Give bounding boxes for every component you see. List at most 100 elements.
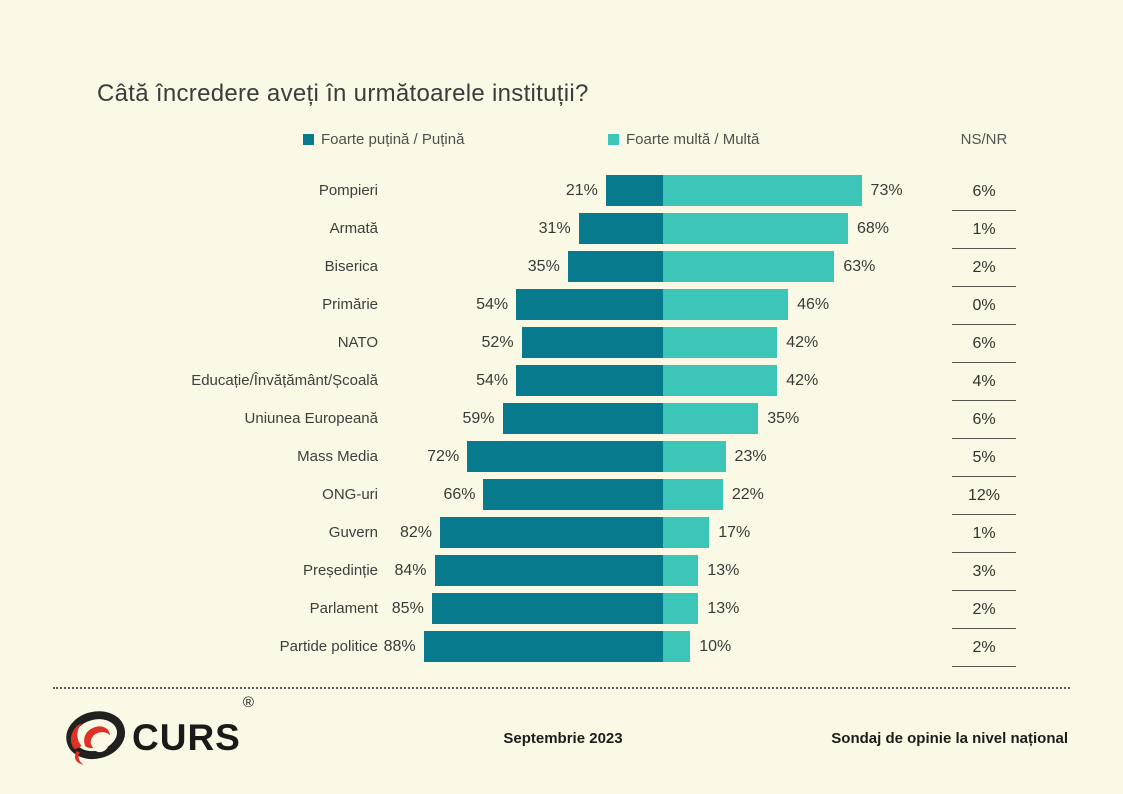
chart-row: Partide politice 88% 10% 2% — [0, 631, 1123, 667]
ns-nr-value: 6% — [952, 325, 1016, 363]
bar-trust — [663, 441, 726, 472]
ns-nr-value: 2% — [952, 591, 1016, 629]
bar-distrust — [423, 631, 663, 662]
ns-nr-value: 5% — [952, 439, 1016, 477]
chart-row: Președinție 84% 13% 3% — [0, 555, 1123, 591]
right-value-label: 42% — [786, 372, 819, 389]
chart-row: Armată 31% 68% 1% — [0, 213, 1123, 249]
chart-row: Primărie 54% 46% 0% — [0, 289, 1123, 325]
category-label: Mass Media — [297, 448, 378, 465]
right-value-label: 17% — [718, 524, 751, 541]
chart-row: NATO 52% 42% 6% — [0, 327, 1123, 363]
chart-title: Câtă încredere aveți în următoarele inst… — [97, 80, 589, 107]
registered-mark: ® — [242, 694, 254, 711]
bar-trust — [663, 517, 710, 548]
ns-nr-value: 2% — [952, 249, 1016, 287]
legend-swatch-light-icon — [608, 134, 619, 145]
ns-nr-value: 1% — [952, 515, 1016, 553]
ns-nr-value: 6% — [952, 401, 1016, 439]
bar-distrust — [567, 251, 663, 282]
bar-trust — [663, 175, 862, 206]
category-label: Primărie — [322, 296, 378, 313]
right-value-label: 63% — [843, 258, 876, 275]
dotted-divider — [53, 687, 1070, 689]
bar-trust — [663, 213, 848, 244]
left-value-label: 82% — [399, 524, 432, 541]
legend-item-distrust: Foarte puțină / Puțină — [303, 131, 464, 148]
bar-distrust — [502, 403, 663, 434]
survey-note: Sondaj de opinie la nivel național — [831, 730, 1068, 747]
ns-nr-value: 3% — [952, 553, 1016, 591]
ns-nr-column-header: NS/NR — [960, 131, 1008, 148]
bar-trust — [663, 365, 778, 396]
bar-trust — [663, 289, 789, 320]
bar-distrust — [578, 213, 663, 244]
category-label: Biserica — [324, 258, 378, 275]
ns-nr-value: 0% — [952, 287, 1016, 325]
chart-row: Parlament 85% 13% 2% — [0, 593, 1123, 629]
bar-distrust — [434, 555, 663, 586]
category-label: Armată — [329, 220, 378, 237]
ns-nr-value: 1% — [952, 211, 1016, 249]
right-value-label: 22% — [731, 486, 764, 503]
category-label: Uniunea Europeană — [244, 410, 378, 427]
chart-row: Uniunea Europeană 59% 35% 6% — [0, 403, 1123, 439]
left-value-label: 72% — [427, 448, 460, 465]
chart-row: Guvern 82% 17% 1% — [0, 517, 1123, 553]
bar-trust — [663, 479, 723, 510]
right-value-label: 73% — [870, 182, 903, 199]
bar-distrust — [467, 441, 663, 472]
category-label: Guvern — [328, 524, 378, 541]
bar-trust — [663, 327, 778, 358]
chart-row: Educație/Învățământ/Școală 54% 42% 4% — [0, 365, 1123, 401]
bar-distrust — [521, 327, 663, 358]
bar-distrust — [431, 593, 663, 624]
right-value-label: 68% — [856, 220, 889, 237]
chart-row: Pompieri 21% 73% 6% — [0, 175, 1123, 211]
category-label: ONG-uri — [322, 486, 378, 503]
bar-distrust — [483, 479, 663, 510]
category-label: Președinție — [302, 562, 378, 579]
bar-distrust — [605, 175, 663, 206]
left-value-label: 85% — [391, 600, 424, 617]
category-label: Pompieri — [318, 182, 378, 199]
bar-trust — [663, 403, 759, 434]
chart-row: Biserica 35% 63% 2% — [0, 251, 1123, 287]
ns-nr-value: 4% — [952, 363, 1016, 401]
right-value-label: 13% — [707, 600, 740, 617]
bar-trust — [663, 251, 835, 282]
curs-logo-text: CURS — [132, 717, 241, 758]
left-value-label: 54% — [476, 372, 509, 389]
category-label: Parlament — [309, 600, 378, 617]
bar-distrust — [439, 517, 663, 548]
right-value-label: 46% — [797, 296, 830, 313]
right-value-label: 23% — [734, 448, 767, 465]
survey-date: Septembrie 2023 — [503, 730, 623, 747]
category-label: NATO — [337, 334, 378, 351]
right-value-label: 10% — [699, 638, 732, 655]
ns-nr-value: 2% — [952, 629, 1016, 667]
chart-row: ONG-uri 66% 22% 12% — [0, 479, 1123, 515]
left-value-label: 54% — [476, 296, 509, 313]
legend-item-trust: Foarte multă / Multă — [608, 131, 759, 148]
curs-logo-icon — [66, 711, 125, 765]
right-value-label: 35% — [767, 410, 800, 427]
category-label: Educație/Învățământ/Școală — [191, 372, 378, 389]
bar-trust — [663, 593, 699, 624]
curs-logo: CURS ® — [64, 694, 254, 766]
left-value-label: 31% — [538, 220, 571, 237]
bar-distrust — [516, 365, 663, 396]
right-value-label: 13% — [707, 562, 740, 579]
ns-nr-value: 6% — [952, 173, 1016, 211]
left-value-label: 59% — [462, 410, 495, 427]
bar-trust — [663, 631, 691, 662]
legend-label-trust: Foarte multă / Multă — [626, 131, 760, 148]
bar-trust — [663, 555, 699, 586]
chart-row: Mass Media 72% 23% 5% — [0, 441, 1123, 477]
left-value-label: 84% — [394, 562, 427, 579]
left-value-label: 66% — [443, 486, 476, 503]
bar-distrust — [516, 289, 663, 320]
ns-nr-value: 12% — [952, 477, 1016, 515]
left-value-label: 52% — [481, 334, 514, 351]
